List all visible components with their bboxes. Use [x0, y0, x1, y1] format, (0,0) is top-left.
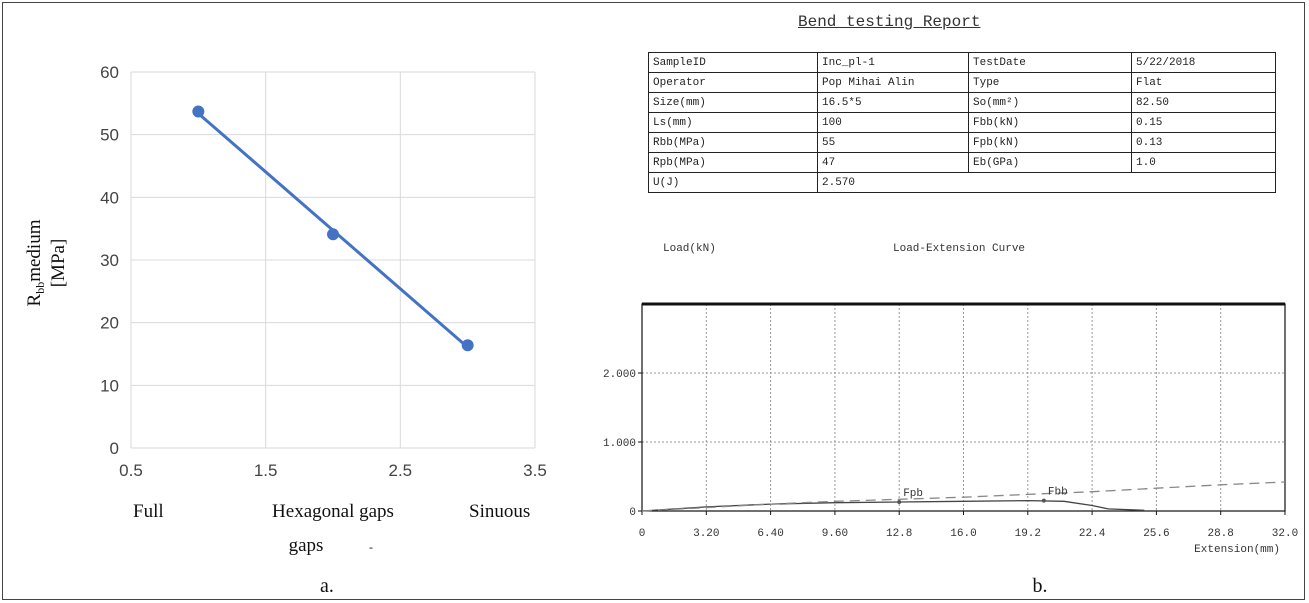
report-cell: 0.15 — [1131, 112, 1276, 133]
report-cell: 16.5*5 — [817, 92, 969, 113]
chart-a-y-ticks: 0 10 20 30 40 50 60 — [100, 63, 119, 458]
report-row: Rpb(MPa) 47 Eb(GPa) 1.0 — [648, 152, 1276, 173]
report-cell: Inc_pl-1 — [817, 52, 969, 73]
data-point — [461, 339, 474, 352]
report-cell: Operator — [648, 72, 818, 93]
y-tick-label: 40 — [100, 188, 119, 207]
report-table: SampleID Inc_pl-1 TestDate 5/22/2018 Operato… — [648, 52, 1276, 193]
report-cell: 1.0 — [1131, 152, 1276, 173]
chart-a-ylabel: Rbbmedium — [24, 219, 47, 306]
y-tick-label: 50 — [100, 126, 119, 145]
report-cell: Flat — [1131, 72, 1276, 93]
report-cell: TestDate — [968, 52, 1132, 73]
report-row: U(J) 2.570 — [648, 172, 1276, 193]
data-point — [192, 105, 205, 118]
y-tick-label: 10 — [100, 376, 119, 395]
report-cell: 5/22/2018 — [1131, 52, 1276, 73]
report-cell: Size(mm) — [648, 92, 818, 113]
chart-a-points — [192, 105, 474, 352]
report-cell: 82.50 — [1131, 92, 1276, 113]
report-row: Operator Pop Mihai Alin Type Flat — [648, 72, 1276, 93]
report-cell: So(mm²) — [968, 92, 1132, 113]
chart-a-x-ticks: 0.5 1.5 2.5 3.5 — [119, 461, 547, 480]
x-tick-label: 2.5 — [389, 461, 413, 480]
chart-a-gridlines — [130, 71, 536, 449]
report-cell: Fbb(kN) — [968, 112, 1132, 133]
report-cell: Rbb(MPa) — [648, 132, 818, 153]
y-tick-label: 20 — [100, 314, 119, 333]
y-tick-label: 60 — [100, 63, 119, 82]
report-row: Ls(mm) 100 Fbb(kN) 0.15 — [648, 112, 1276, 133]
report-row: Rbb(MPa) 55 Fpb(kN) 0.13 — [648, 132, 1276, 153]
report-cell: Ls(mm) — [648, 112, 818, 133]
x-tick-label: 3.5 — [523, 461, 547, 480]
data-point — [327, 228, 339, 241]
report-cell: U(J) — [648, 172, 818, 193]
report-cell: 55 — [817, 132, 969, 153]
report-row: SampleID Inc_pl-1 TestDate 5/22/2018 — [648, 52, 1276, 73]
report-cell: 47 — [817, 152, 969, 173]
rbb-medium-chart: 0 10 20 30 40 50 60 0.5 1.5 2.5 3.5 Full Hexagonal… — [24, 63, 547, 597]
y-tick-label: 0 — [110, 439, 119, 458]
panel-a-caption: a. — [320, 575, 334, 597]
report-cell: Rpb(MPa) — [648, 152, 818, 173]
report-cell: Fpb(kN) — [968, 132, 1132, 153]
category-sub-mark: - — [369, 540, 373, 554]
category-label: Full — [133, 501, 164, 522]
report-cell: Eb(GPa) — [968, 152, 1132, 173]
chart-a-ylabel-unit: [MPa] — [48, 239, 69, 288]
report-cell: SampleID — [648, 52, 818, 73]
report-cell: Type — [968, 72, 1132, 93]
report-cell: 0.13 — [1131, 132, 1276, 153]
x-tick-label: 1.5 — [254, 461, 278, 480]
chart-a-category-labels: Full Hexagonal gaps Sinuous gaps - — [133, 501, 530, 556]
report-cell: 100 — [817, 112, 969, 133]
report-cell: Pop Mihai Alin — [817, 72, 969, 93]
y-tick-label: 30 — [100, 251, 119, 270]
report-cell: 2.570 — [817, 172, 1276, 193]
category-label: Hexagonal gaps — [272, 501, 394, 522]
report-title: Bend testing Report — [798, 13, 981, 31]
report-row: Size(mm) 16.5*5 So(mm²) 82.50 — [648, 92, 1276, 113]
category-sub-label: gaps — [289, 535, 324, 556]
x-tick-label: 0.5 — [119, 461, 143, 480]
category-label: Sinuous — [469, 501, 530, 522]
